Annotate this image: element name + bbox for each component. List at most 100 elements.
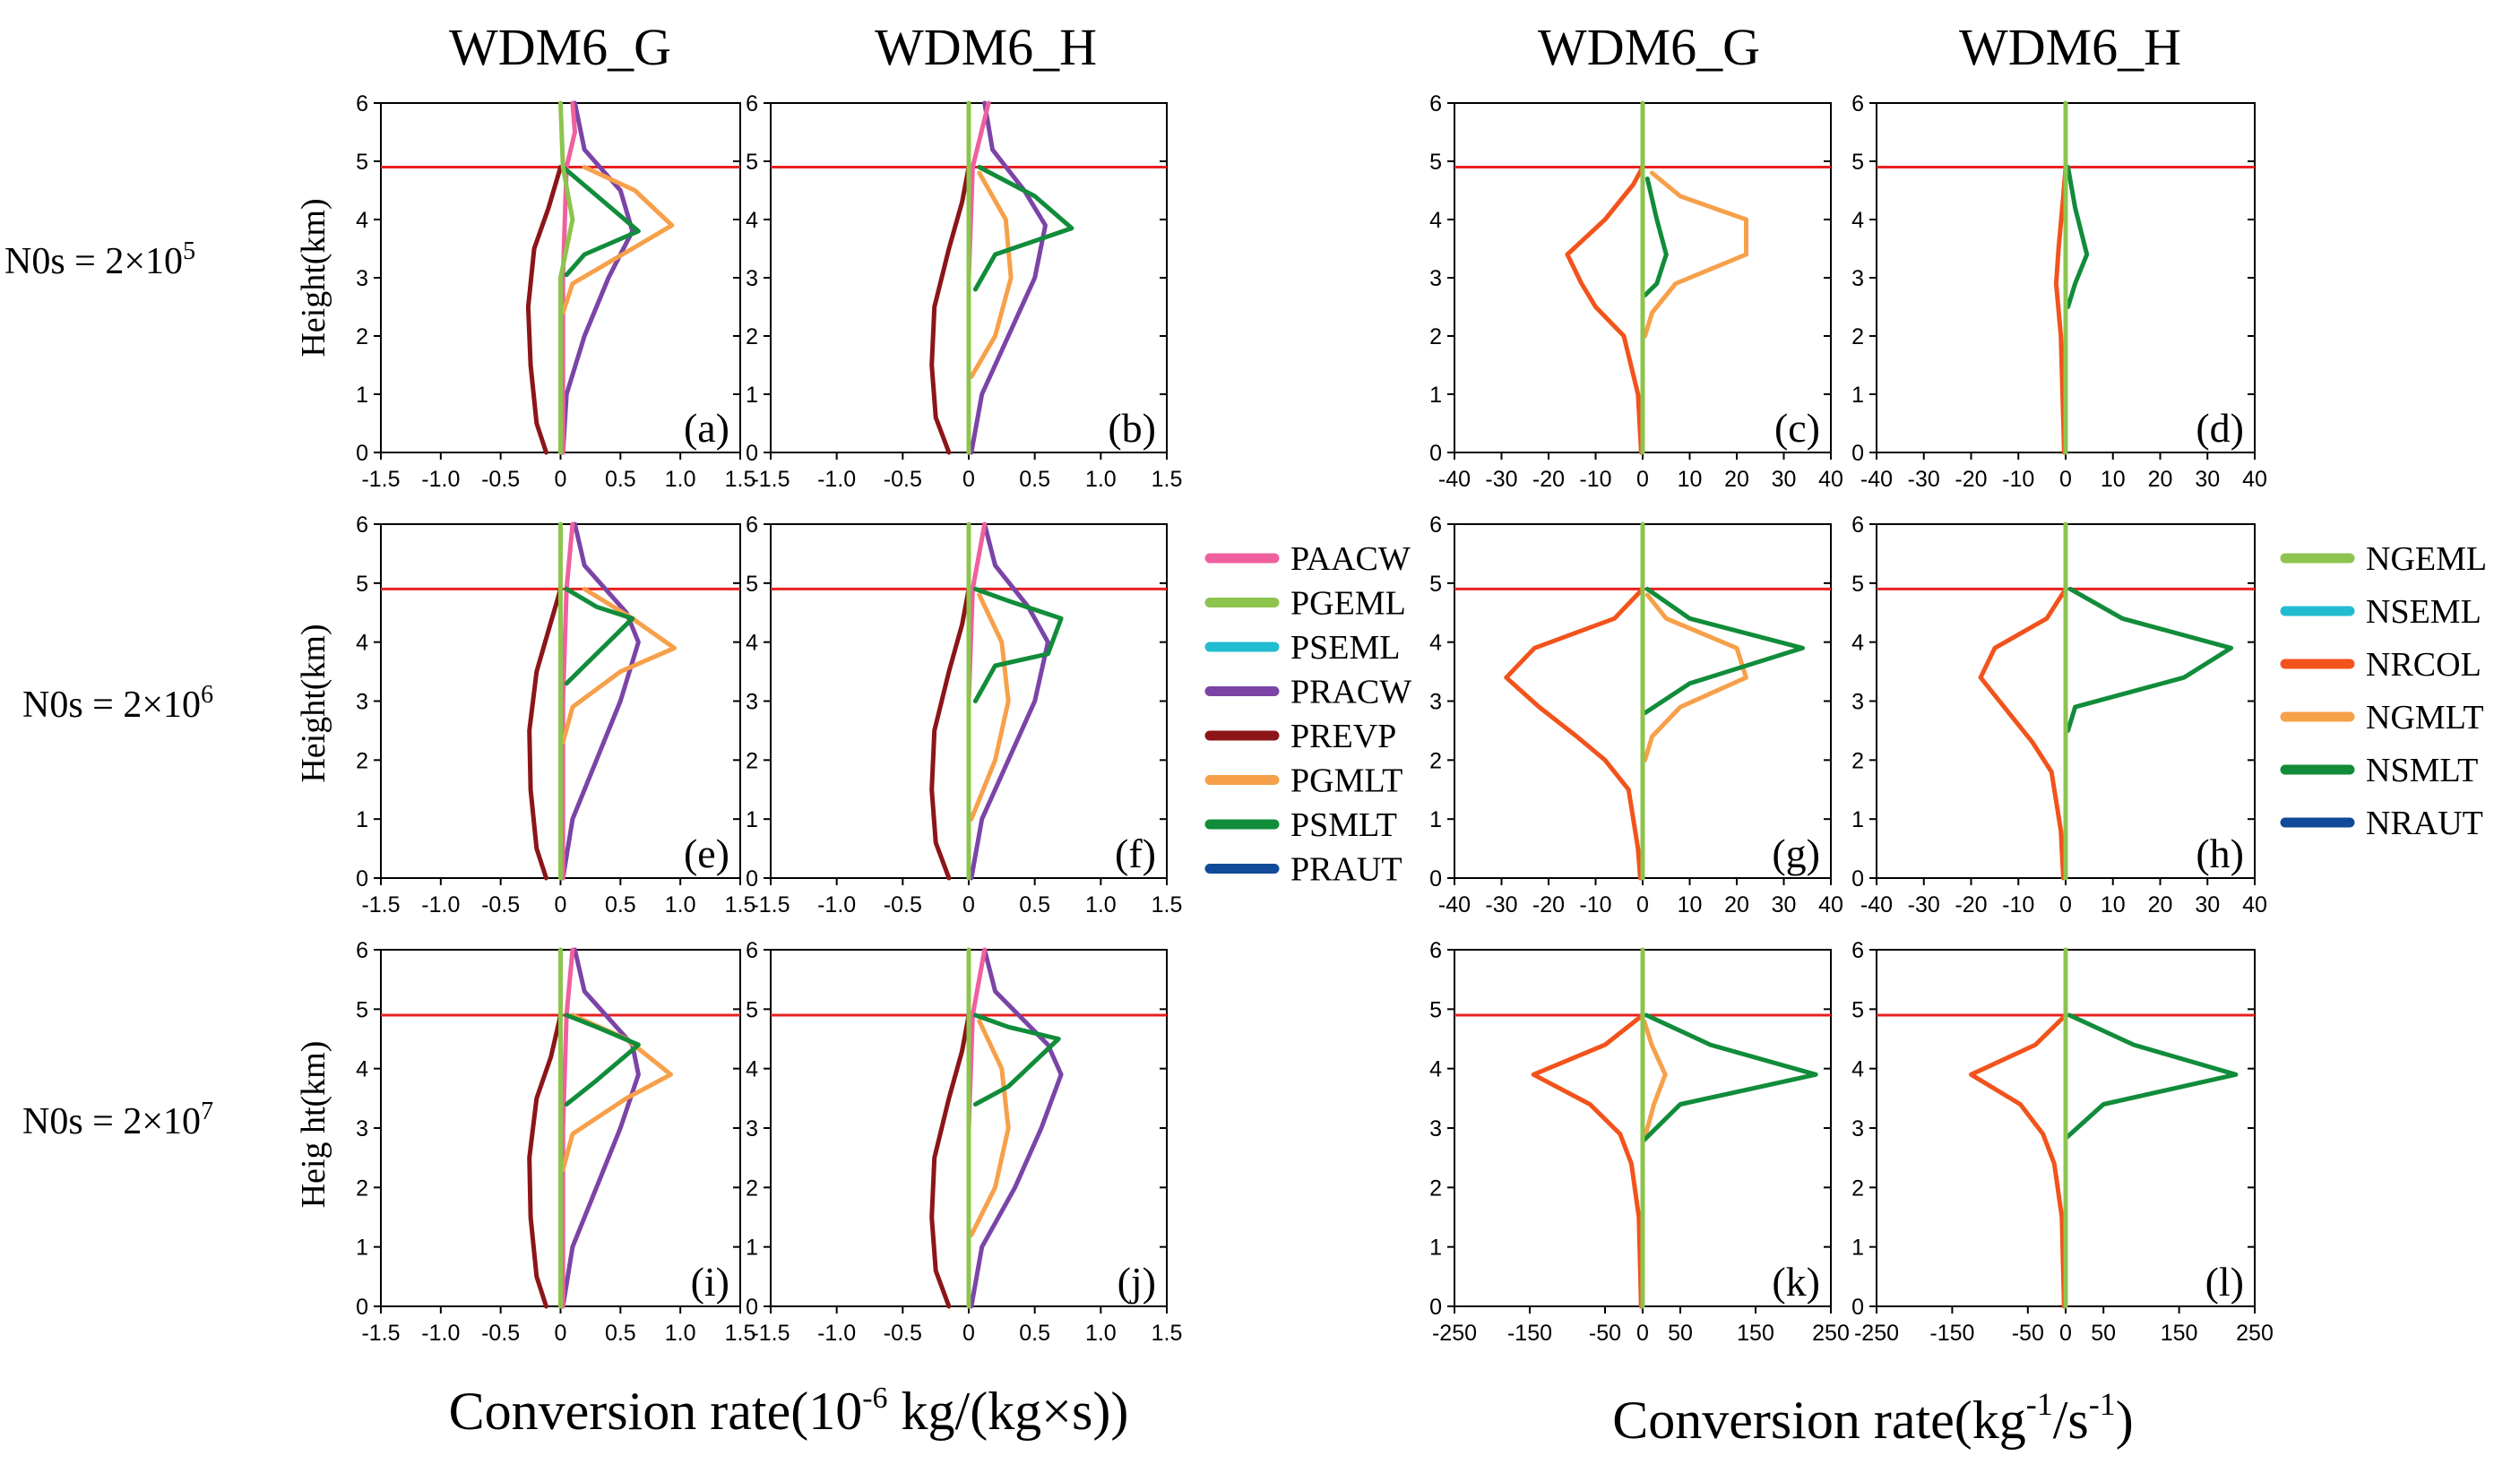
x-tick-label: 0.5 [605,467,636,492]
x-tick-label: -1.5 [361,467,400,492]
x-tick-label: -50 [2012,1321,2044,1346]
y-tick-label: 0 [1851,1295,1864,1320]
x-tick-label: 50 [2091,1321,2116,1346]
y-tick-label: 4 [746,208,758,233]
legend-item-pseml: PSEML [1204,629,1400,667]
y-tick-label: 2 [1429,1176,1442,1201]
series-ngmlt [1643,170,1748,339]
x-tick-label: -1.5 [751,1321,790,1346]
series-nsmlt [2065,1012,2239,1140]
x-tick-label: -0.5 [481,1321,520,1346]
y-tick-label: 5 [746,572,758,597]
x-tick-label: 1.0 [1085,1321,1117,1346]
legend-label: NGMLT [2366,699,2484,736]
x-tick-label: -40 [1860,467,1893,492]
y-tick-label: 2 [1429,748,1442,773]
panel-l: 0 1 2 3 4 5 6 -250 -150 -50 0 50 150 250 (l) [1851,938,2274,1346]
y-tick-label: 0 [746,866,758,892]
y-tick-label: 2 [1851,324,1864,349]
y-tick-label: 5 [1851,572,1864,597]
legend-label: PRAUT [1290,851,1402,889]
x-tick-label: 40 [1818,892,1843,917]
x-tick-label: -0.5 [884,467,922,492]
y-tick-label: 6 [356,513,368,538]
y-tick-label: 5 [746,997,758,1022]
legend-label: PSMLT [1290,806,1397,844]
series-ngmlt [1642,1019,1668,1142]
series-psmlt [564,1012,641,1107]
series-pracw [560,947,641,1309]
y-tick-label: 3 [356,266,368,291]
y-tick-label: 4 [1851,1057,1864,1082]
x-tick-label: 0 [2059,467,2072,492]
x-tick-label: 50 [1668,1321,1693,1346]
x-tick-label: 20 [2148,467,2173,492]
series-prevp [525,165,563,455]
legend-label: NRCOL [2366,646,2481,684]
panel-label: (j) [1118,1259,1156,1305]
y-tick-label: 5 [1851,150,1864,175]
x-tick-label: -30 [1908,467,1940,492]
y-tick-label: 6 [746,91,758,116]
x-tick-label: 30 [2195,467,2220,492]
panel-j: 0 1 2 3 4 5 6 -1.5 -1.0 -0.5 0 0.5 1.0 1.5 (j) [746,938,1182,1346]
legend-label: PSEML [1290,629,1400,667]
y-tick-label: 0 [1429,866,1442,892]
series-pracw [969,947,1064,1309]
row-label-3: N0s = 2×107 [22,1098,213,1142]
legend-item-pgeml: PGEML [1204,585,1406,623]
x-tick-label: 1.0 [665,1321,696,1346]
x-tick-label: 0 [962,467,975,492]
x-tick-label: 10 [2101,467,2126,492]
legend-item-praut: PRAUT [1204,851,1402,889]
series-nsmlt [2066,165,2090,309]
x-tick-label: 10 [1678,467,1703,492]
x-tick-label: -1.0 [817,467,856,492]
legend-item-nseml: NSEML [2280,593,2481,631]
x-tick-label: 1.0 [1085,467,1117,492]
series-nrcol [1531,1012,1645,1309]
x-tick-label: -1.0 [817,1321,856,1346]
x-tick-label: 30 [1772,892,1797,917]
series-paacw [560,100,577,455]
y-tick-label: 3 [746,1116,758,1141]
x-tick-label: -0.5 [884,1321,922,1346]
x-tick-label: 0.5 [605,892,636,917]
x-tick-label: 0 [555,467,567,492]
legend-item-pgmlt: PGMLT [1204,762,1402,800]
x-tick-label: 40 [2242,892,2267,917]
series-pgeml [558,100,575,455]
x-tick-label: 0 [2059,1321,2072,1346]
legend-item-nsmlt: NSMLT [2280,752,2478,789]
y-tick-label: 4 [1429,208,1442,233]
y-tick-label: 4 [746,631,758,656]
y-tick-label: 2 [356,324,368,349]
panel-label: (l) [2205,1259,2244,1305]
legend-label: NSMLT [2366,752,2478,789]
x-tick-label: -150 [1507,1321,1552,1346]
panel-label: (f) [1115,831,1156,876]
row-label-2: N0s = 2×106 [22,681,213,726]
y-tick-label: 6 [356,91,368,116]
series-pracw [560,521,641,881]
legend-item-paacw: PAACW [1204,540,1411,578]
y-tick-label: 6 [746,938,758,963]
x-tick-label: -1.0 [421,892,460,917]
legend-item-pracw: PRACW [1204,674,1411,711]
series-pracw [969,521,1050,881]
x-tick-label: 0 [1636,467,1649,492]
series-ngmlt [1643,592,1748,762]
y-tick-label: 6 [1429,513,1442,538]
x-tick-label: 1.5 [725,467,756,492]
x-tick-label: 150 [1737,1321,1774,1346]
panel-label: (e) [684,831,729,876]
y-tick-label: 6 [1851,938,1864,963]
x-tick-label: -10 [1579,892,1611,917]
y-tick-label: 4 [1851,208,1864,233]
x-tick-label: -10 [2002,892,2034,917]
y-tick-label: 0 [1851,441,1864,466]
series-paacw [560,521,575,881]
y-tick-label: 3 [746,266,758,291]
x-tick-label: -40 [1860,892,1893,917]
